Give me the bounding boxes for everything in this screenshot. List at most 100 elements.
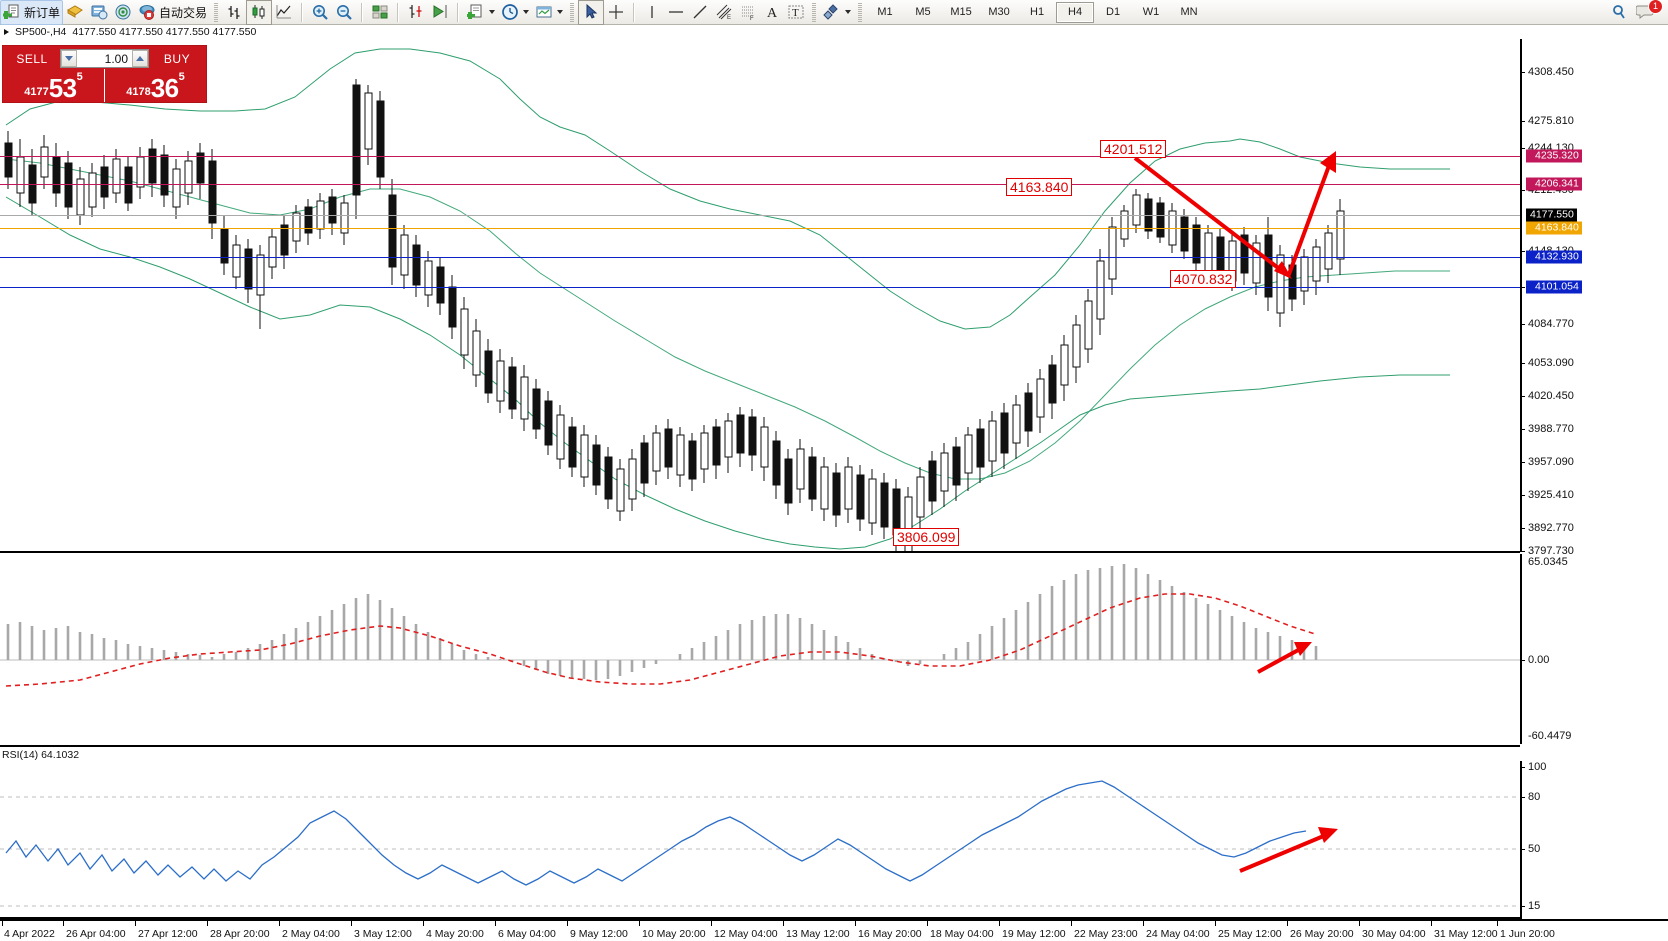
price-badge-4206[interactable]: 4206.341 [1526,177,1582,191]
toolbar-grip-3[interactable] [812,2,817,22]
autotrading-button[interactable]: 自动交易 [135,1,210,24]
volume-input[interactable]: 1.00 [60,49,149,68]
price-tick-8: 4053.090 [1528,357,1574,369]
sell-button[interactable]: SELL [6,49,58,68]
timeframe-d1[interactable]: D1 [1106,6,1121,18]
rsi-tick-80: 80 [1528,791,1541,803]
chevron-down-icon-2[interactable] [523,10,530,14]
annotation-4163[interactable]: 4163.840 [1006,178,1073,196]
one-click-trading-panel[interactable]: SELL 1.00 BUY 4177 53 5 4178 36 5 [2,45,207,103]
price-line-4235 [0,156,1520,157]
price-badge-4101[interactable]: 4101.054 [1526,280,1582,294]
shapes-tool-button[interactable] [820,1,854,24]
new-order-label: 新订单 [24,5,61,20]
period-button[interactable] [498,1,532,24]
buy-button[interactable]: BUY [151,49,203,68]
timeframe-m5[interactable]: M5 [915,6,931,18]
toolbar-grip-4[interactable] [858,2,863,22]
volume-value[interactable]: 1.00 [104,51,128,66]
chevron-down-icon[interactable] [489,10,496,14]
price-badge-4235[interactable]: 4235.320 [1526,149,1582,163]
vertical-line-tool-button[interactable] [640,1,664,24]
rsi-axis[interactable]: 100 80 50 15 0 [1520,761,1668,935]
buy-price-fraction: 5 [178,71,185,83]
data-window-button[interactable] [404,1,428,24]
toolbar-right-group: 1 [1610,0,1668,21]
time-tick-17: 25 May 12:00 [1218,928,1282,940]
search-icon[interactable] [1610,3,1628,21]
tile-windows-button[interactable] [368,1,392,24]
price-badge-4132[interactable]: 4132.930 [1526,250,1582,264]
chevron-down-icon-3[interactable] [557,10,564,14]
templates-button[interactable] [532,1,566,24]
volume-increase-button[interactable] [132,50,148,67]
text-label-tool-button[interactable]: T [784,1,808,24]
equidistant-channel-tool-button[interactable]: E [712,1,736,24]
timeframe-w1[interactable]: W1 [1142,6,1160,18]
price-line-4101 [0,287,1520,288]
fibonacci-tool-button[interactable]: F [736,1,760,24]
macd-signal-line [5,593,1316,687]
chat-icon[interactable]: 1 [1636,0,1663,21]
time-tick-7: 6 May 04:00 [498,928,556,940]
autotrading-icon [138,3,156,21]
text-tool-button[interactable]: A [760,1,784,24]
macd-tick-bottom: -60.4479 [1528,730,1572,742]
indicators-button[interactable] [464,1,498,24]
horizontal-line-tool-button[interactable] [664,1,688,24]
annotation-3806[interactable]: 3806.099 [893,528,960,546]
price-badge-bid-4177[interactable]: 4177.550 [1526,208,1577,222]
timeframe-mn[interactable]: MN [1180,6,1198,18]
crosshair-tool-button[interactable] [604,1,628,24]
time-tick-13: 18 May 04:00 [930,928,994,940]
volume-decrease-button[interactable] [61,50,77,67]
toolbar-separator-5 [633,2,636,22]
price-axis-line [1520,39,1522,551]
timeframe-h1[interactable]: H1 [1030,6,1045,18]
price-tick-11: 3957.090 [1528,456,1574,468]
timeframe-m15[interactable]: M15 [950,6,972,18]
bar-chart-button[interactable] [222,1,246,24]
price-pane[interactable]: 4201.512 4163.840 4070.832 3806.099 [0,39,1520,551]
annotation-4201[interactable]: 4201.512 [1100,140,1167,158]
rsi-tick-15: 15 [1528,900,1541,912]
line-chart-button[interactable] [272,1,296,24]
bar-chart-icon [225,3,243,21]
toolbar-grip-2[interactable] [570,2,575,22]
timeframe-h4[interactable]: H4 [1056,1,1095,23]
chart-area[interactable]: 4201.512 4163.840 4070.832 3806.099 4308… [0,39,1668,935]
sell-price[interactable]: 4177 53 5 [3,69,105,102]
trendline-tool-button[interactable] [688,1,712,24]
rsi-pane[interactable] [0,761,1520,919]
macd-pane[interactable] [0,554,1520,744]
time-axis[interactable]: 4 Apr 2022 26 Apr 04:00 27 Apr 12:00 28 … [0,919,1668,941]
rsi-line [5,780,1307,886]
zoom-in-button[interactable] [308,1,332,24]
macd-axis[interactable]: 65.0345 0.00 -60.4479 [1520,554,1668,744]
timeframe-m30[interactable]: M30 [988,6,1010,18]
market-watch-button[interactable] [87,1,111,24]
signals-button[interactable] [111,1,135,24]
rsi-pane-top-border [0,745,1520,747]
price-chart-svg [5,48,1450,550]
price-badge-4163[interactable]: 4163.840 [1526,221,1582,235]
cursor-tool-button[interactable] [578,0,605,25]
annotation-4070[interactable]: 4070.832 [1170,270,1237,288]
new-order-button[interactable]: 新订单 [0,0,64,25]
collapse-arrow-icon[interactable] [4,29,9,35]
indicators-icon [467,3,485,21]
market-watch-icon [90,3,108,21]
price-tick-0: 4308.450 [1528,66,1574,78]
time-tick-6: 4 May 20:00 [426,928,484,940]
time-tick-16: 24 May 04:00 [1146,928,1210,940]
timeframe-m1[interactable]: M1 [877,6,893,18]
profiles-button[interactable] [63,1,87,24]
navigator-button[interactable] [428,1,452,24]
toolbar-grip[interactable] [214,2,219,22]
price-axis[interactable]: 4308.450 4275.810 4244.130 4212.450 4148… [1520,39,1668,551]
time-tick-15: 22 May 23:00 [1074,928,1138,940]
candlestick-chart-button[interactable] [246,0,273,25]
chevron-down-icon-4[interactable] [845,10,852,14]
buy-price[interactable]: 4178 36 5 [105,69,206,102]
zoom-out-button[interactable] [332,1,356,24]
